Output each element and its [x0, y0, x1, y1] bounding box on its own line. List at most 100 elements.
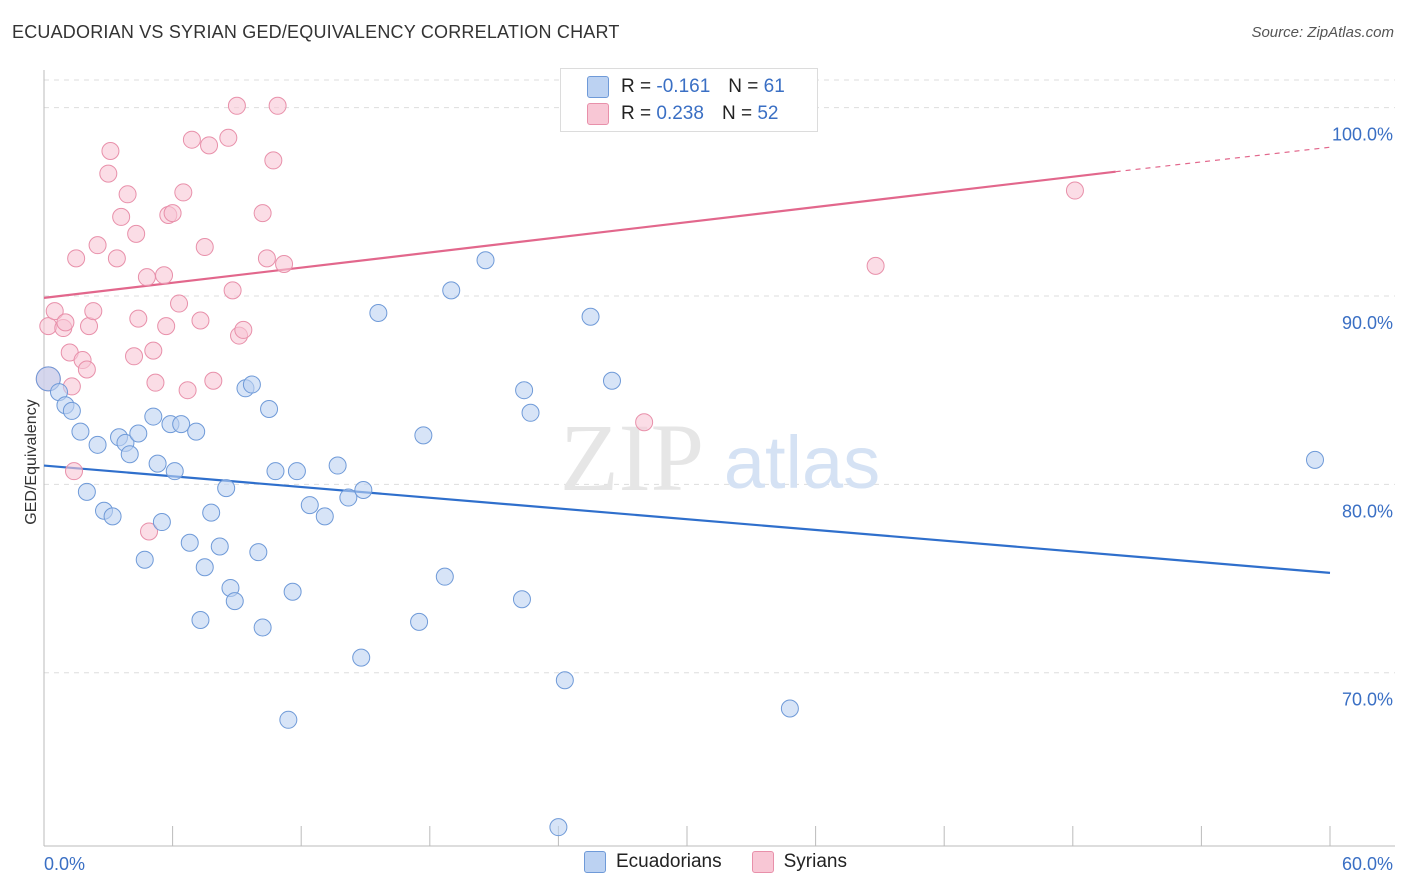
syrians-point: [163, 204, 182, 223]
syrians-point: [118, 185, 137, 204]
y-tick-label: 90.0%: [1342, 313, 1393, 333]
ecuadorians-point: [266, 462, 285, 481]
r-label: R =: [621, 76, 652, 97]
ecuadorians-point: [88, 435, 107, 454]
correlation-legend: R = -0.161 N = 61 R = 0.238 N = 52: [560, 68, 818, 132]
pink-swatch-icon: [587, 103, 609, 125]
syrians-point: [157, 317, 176, 336]
syrians-point: [866, 256, 885, 275]
syrians-point: [191, 311, 210, 330]
ecuadorians-point: [191, 610, 210, 629]
syrians-point: [200, 136, 219, 155]
syrians-point: [174, 183, 193, 202]
ecuadorians-point: [279, 710, 298, 729]
legend-label: Ecuadorians: [616, 851, 722, 872]
syrians-point: [195, 238, 214, 257]
ecuadorians-point: [780, 699, 799, 718]
ecuadorians-point: [77, 482, 96, 501]
syrians-point: [112, 207, 131, 226]
syrians-point: [234, 320, 253, 339]
n-label: N =: [721, 103, 753, 124]
ecuadorians-point: [515, 381, 534, 400]
ecuadorians-point: [283, 582, 302, 601]
ecuadorians-point: [71, 422, 90, 441]
ecuadorians-point: [442, 281, 461, 300]
ecuadorians-point: [202, 503, 221, 522]
ecuadorians-point: [354, 481, 373, 500]
ecuadorians-point: [135, 550, 154, 569]
blue-swatch-icon: [584, 851, 606, 873]
ecuadorians-point: [512, 590, 531, 609]
syrians-point: [146, 373, 165, 392]
trend-lines: [43, 146, 1331, 574]
ecuadorians-point: [602, 371, 621, 390]
syrians-point: [178, 381, 197, 400]
chart-title: ECUADORIAN VS SYRIAN GED/EQUIVALENCY COR…: [12, 22, 620, 42]
ecuadorians-point: [315, 507, 334, 526]
x-tick-label: 0.0%: [44, 854, 85, 874]
syrians-point: [219, 128, 238, 147]
ecuadorians-point: [253, 618, 272, 637]
ecuadorians-point: [300, 496, 319, 515]
syrians-point: [67, 249, 86, 268]
y-axis-label: GED/Equivalency: [23, 399, 40, 524]
syrians-point: [56, 313, 75, 332]
ecuadorians-point: [165, 462, 184, 481]
ecuadorians-trend-line: [43, 464, 1331, 574]
ecuadorians-point: [120, 445, 139, 464]
syrians-point: [101, 141, 120, 160]
ecuadorians-point: [129, 424, 148, 443]
ecuadorians-point: [287, 462, 306, 481]
syrians-point: [137, 268, 156, 287]
y-tick-label: 100.0%: [1332, 125, 1393, 145]
legend-item-syrians[interactable]: Syrians: [751, 851, 847, 873]
ecuadorians-point: [195, 558, 214, 577]
ecuadorians-point: [555, 671, 574, 690]
ecuadorians-point: [62, 401, 81, 420]
ecuadorians-point: [249, 543, 268, 562]
series-legend: Ecuadorians Syrians: [584, 851, 877, 873]
ecuadorians-point: [352, 648, 371, 667]
ecuadorians-point: [521, 403, 540, 422]
syrians-point: [227, 96, 246, 115]
ecuadorians-point: [144, 407, 163, 426]
r-label: R =: [621, 103, 652, 124]
watermark-zip: ZIP: [560, 404, 704, 511]
syrians-point: [1065, 181, 1084, 200]
n-label: N =: [728, 76, 759, 97]
syrians-point: [84, 302, 103, 321]
syrians-point: [125, 347, 144, 366]
ecuadorians-point: [1305, 450, 1324, 469]
ecuadorians-point: [476, 251, 495, 270]
x-tick-label: 60.0%: [1342, 854, 1393, 874]
syrians-point: [257, 249, 276, 268]
ecuadorians-point: [414, 426, 433, 445]
syrians-point: [264, 151, 283, 170]
pink-swatch-icon: [751, 851, 774, 873]
syrians-point: [88, 236, 107, 255]
tick-labels: 100.0% 90.0% 80.0% 70.0% 0.0% 60.0%: [44, 125, 1393, 874]
syrians-point: [253, 204, 272, 223]
ecuadorians-point: [152, 513, 171, 532]
ecuadorians-point: [103, 507, 122, 526]
syrians-point: [127, 224, 146, 243]
syrians-point: [65, 462, 84, 481]
y-tick-label: 70.0%: [1342, 690, 1393, 710]
watermark: ZIP atlas: [560, 404, 880, 511]
y-tick-label: 80.0%: [1342, 501, 1393, 521]
r-value: -0.161: [656, 76, 711, 97]
syrians-point: [77, 360, 96, 379]
ecuadorians-point: [581, 307, 600, 326]
ecuadorians-point: [410, 612, 429, 631]
legend-item-ecuadorians[interactable]: Ecuadorians: [584, 851, 722, 873]
syrians-point: [223, 281, 242, 300]
source-label: Source: ZipAtlas.com: [1251, 24, 1394, 41]
syrians-point: [129, 309, 148, 328]
blue-swatch-icon: [587, 76, 609, 98]
legend-row-syrians: R = 0.238 N = 52: [587, 101, 778, 127]
ecuadorians-point: [242, 375, 261, 394]
syrians-point: [80, 317, 99, 336]
syrians-point: [45, 302, 64, 321]
legend-label: Syrians: [783, 851, 847, 872]
